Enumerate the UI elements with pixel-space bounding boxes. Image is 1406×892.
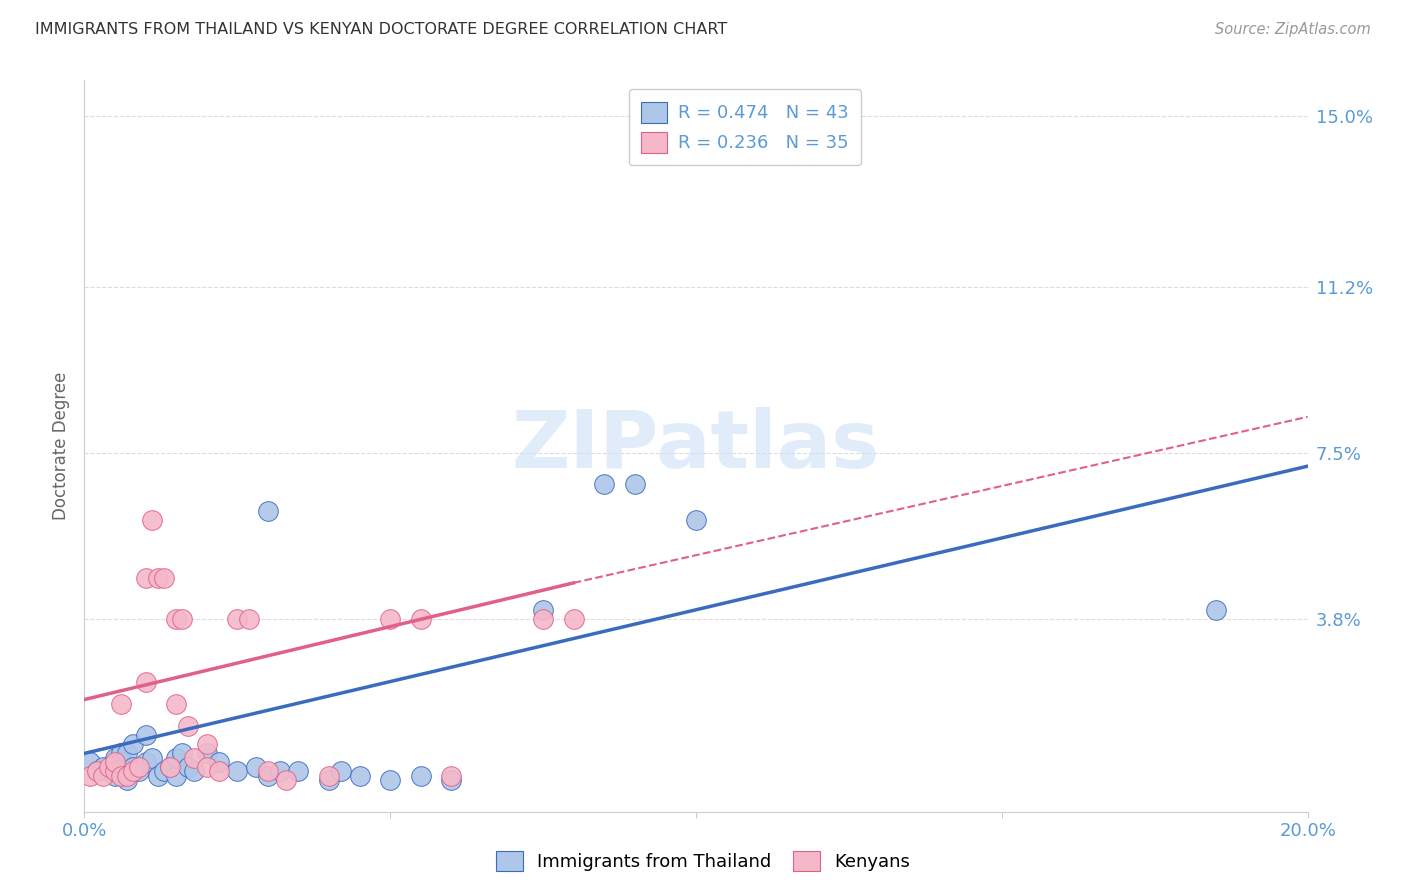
Text: Source: ZipAtlas.com: Source: ZipAtlas.com [1215, 22, 1371, 37]
Point [165, 751, 187, 765]
Point [122, 760, 145, 774]
Point [122, 764, 145, 779]
Point [440, 773, 463, 788]
Point [110, 769, 132, 783]
Point [97, 764, 120, 779]
Point [685, 513, 707, 527]
Point [104, 751, 127, 765]
Point [208, 756, 231, 770]
Point [208, 764, 231, 779]
Point [153, 571, 176, 585]
Point [257, 769, 280, 783]
Point [195, 738, 218, 752]
Point [318, 769, 340, 783]
Point [110, 747, 132, 761]
Point [177, 719, 200, 733]
Point [172, 747, 194, 761]
Point [276, 773, 298, 788]
Point [531, 603, 554, 617]
Point [165, 697, 187, 711]
Point [153, 764, 176, 779]
Point [245, 760, 267, 774]
Point [380, 773, 402, 788]
Point [330, 764, 353, 779]
Point [165, 612, 187, 626]
Point [183, 764, 205, 779]
Point [440, 769, 463, 783]
Point [269, 764, 291, 779]
Point [110, 697, 132, 711]
Point [409, 769, 432, 783]
Point [287, 764, 309, 779]
Point [104, 764, 127, 779]
Point [104, 769, 127, 783]
Point [79, 756, 101, 770]
Point [349, 769, 371, 783]
Legend: Immigrants from Thailand, Kenyans: Immigrants from Thailand, Kenyans [488, 844, 918, 879]
Point [122, 738, 145, 752]
Point [115, 747, 138, 761]
Point [177, 760, 200, 774]
Text: IMMIGRANTS FROM THAILAND VS KENYAN DOCTORATE DEGREE CORRELATION CHART: IMMIGRANTS FROM THAILAND VS KENYAN DOCTO… [35, 22, 727, 37]
Point [257, 764, 280, 779]
Point [91, 769, 114, 783]
Point [195, 760, 218, 774]
Point [593, 477, 616, 491]
Point [141, 751, 163, 765]
Point [226, 764, 249, 779]
Point [1205, 603, 1227, 617]
Point [115, 769, 138, 783]
Point [141, 513, 163, 527]
Point [104, 756, 127, 770]
Point [146, 571, 169, 585]
Point [86, 764, 108, 779]
Point [159, 760, 181, 774]
Point [318, 773, 340, 788]
Point [165, 769, 187, 783]
Legend: R = 0.474   N = 43, R = 0.236   N = 35: R = 0.474 N = 43, R = 0.236 N = 35 [628, 89, 860, 165]
Y-axis label: Doctorate Degree: Doctorate Degree [52, 372, 70, 520]
Point [135, 728, 157, 742]
Point [380, 612, 402, 626]
Point [159, 760, 181, 774]
Point [135, 571, 157, 585]
Point [146, 769, 169, 783]
Point [86, 764, 108, 779]
Point [115, 773, 138, 788]
Point [624, 477, 647, 491]
Point [91, 760, 114, 774]
Point [238, 612, 260, 626]
Point [195, 747, 218, 761]
Point [97, 760, 120, 774]
Text: ZIPatlas: ZIPatlas [512, 407, 880, 485]
Point [257, 504, 280, 518]
Point [79, 769, 101, 783]
Point [226, 612, 249, 626]
Point [562, 612, 585, 626]
Point [128, 764, 150, 779]
Point [135, 756, 157, 770]
Point [110, 756, 132, 770]
Point [128, 760, 150, 774]
Point [409, 612, 432, 626]
Point [531, 612, 554, 626]
Point [135, 674, 157, 689]
Point [183, 751, 205, 765]
Point [172, 612, 194, 626]
